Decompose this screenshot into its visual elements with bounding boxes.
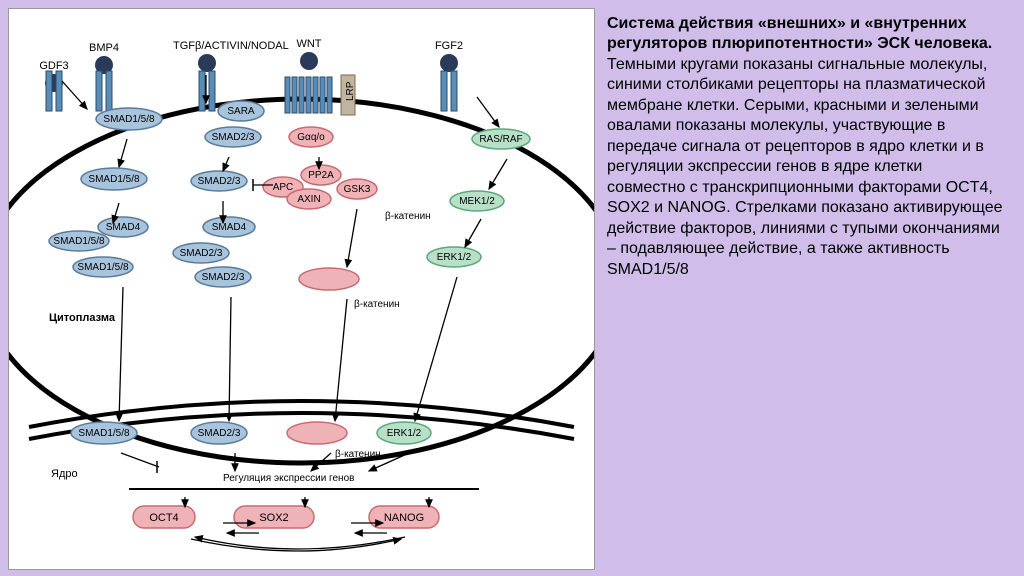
description-body: Темными кругами показаны сигнальные моле… bbox=[607, 56, 1003, 278]
wnt-receptor bbox=[299, 77, 304, 113]
mol-green-0-label: RAS/RAF bbox=[479, 134, 522, 145]
mol-red-3-label: AXIN bbox=[297, 194, 320, 205]
description-bold: Система действия «внешних» и «внутренних… bbox=[607, 15, 992, 52]
tf-label-2: NANOG bbox=[384, 512, 424, 524]
ligand-label-2: TGFβ/ACTIVIN/NODAL bbox=[173, 40, 289, 52]
wnt-receptor bbox=[320, 77, 325, 113]
mol-blue-1-label: SARA bbox=[227, 106, 255, 117]
tf-label-1: SOX2 bbox=[259, 512, 288, 524]
arrow-14 bbox=[415, 277, 457, 421]
mol-red-ext-6: β-катенин bbox=[335, 449, 381, 460]
mol-red-1-label: APC bbox=[273, 182, 294, 193]
mol-blue-6-label: SMAD4 bbox=[106, 222, 141, 233]
mol-blue-8-label: SMAD1/5/8 bbox=[77, 262, 129, 273]
arrow-4 bbox=[223, 157, 229, 171]
wnt-receptor bbox=[306, 77, 311, 113]
mol-blue-4-label: SMAD2/3 bbox=[198, 176, 241, 187]
ligand-label-1: BMP4 bbox=[89, 42, 119, 54]
mol-red-0-label: Gαq/o bbox=[297, 132, 325, 143]
ligand-label-3: WNT bbox=[296, 38, 321, 50]
arrow-10 bbox=[477, 97, 499, 127]
arrow-9 bbox=[465, 219, 481, 247]
mol-blue-0-label: SMAD1/5/8 bbox=[103, 114, 155, 125]
arrow-0 bbox=[62, 81, 87, 109]
wnt-receptor bbox=[292, 77, 297, 113]
mol-green-1-label: MEK1/2 bbox=[459, 196, 495, 207]
mol-red-2-label: PP2A bbox=[308, 170, 334, 181]
ligand-WNT bbox=[300, 52, 318, 70]
arrow-26 bbox=[195, 537, 405, 549]
ligand-label-4: FGF2 bbox=[435, 40, 463, 52]
receptor-2a bbox=[199, 71, 205, 111]
text-label-2: Регуляция экспрессии генов bbox=[223, 473, 354, 484]
mol-blue-5-label: SMAD1/5/8 bbox=[53, 236, 105, 247]
text-label-1: Ядро bbox=[51, 468, 78, 480]
mol-blue-7-label: SMAD4 bbox=[212, 222, 247, 233]
ligand-label-0: GDF3 bbox=[39, 60, 68, 72]
text-label-0: Цитоплазма bbox=[49, 312, 116, 324]
receptor-4b bbox=[451, 71, 457, 111]
receptor-2b bbox=[209, 71, 215, 111]
mol-red-5 bbox=[299, 268, 359, 290]
mol-blue-12-label: SMAD2/3 bbox=[198, 428, 241, 439]
mol-blue-11-label: SMAD1/5/8 bbox=[78, 428, 130, 439]
mol-green-3-label: ERK1/2 bbox=[387, 428, 422, 439]
text-label-3: β-катенин bbox=[385, 211, 431, 222]
receptor-4a bbox=[441, 71, 447, 111]
lrp-label: LRP bbox=[345, 81, 356, 101]
ligand-TGFβ/ACTIVIN/NODAL bbox=[198, 54, 216, 72]
mol-blue-10-label: SMAD2/3 bbox=[202, 272, 245, 283]
arrow-11 bbox=[119, 287, 123, 421]
wnt-receptor bbox=[327, 77, 332, 113]
description-text: Система действия «внешних» и «внутренних… bbox=[603, 0, 1024, 576]
mol-blue-3-label: SMAD1/5/8 bbox=[88, 174, 140, 185]
receptor-0a bbox=[46, 71, 52, 111]
mol-red-4-label: GSK3 bbox=[344, 184, 371, 195]
mol-red-6 bbox=[287, 422, 347, 444]
mol-red-ext-5: β-катенин bbox=[354, 299, 400, 310]
arrow-1 bbox=[119, 139, 127, 167]
receptor-1a bbox=[96, 71, 102, 111]
arrow-7 bbox=[347, 209, 357, 267]
wnt-receptor bbox=[313, 77, 318, 113]
wnt-receptor bbox=[285, 77, 290, 113]
receptor-1b bbox=[106, 71, 112, 111]
mol-blue-2-label: SMAD2/3 bbox=[212, 132, 255, 143]
pathway-diagram: GDF3 BMP4 TGFβ/ACTIVIN/NODAL WNT LRP FGF2 SMAD… bbox=[8, 8, 595, 570]
ligand-FGF2 bbox=[440, 54, 458, 72]
inhibitor-0 bbox=[121, 453, 159, 467]
tf-label-0: OCT4 bbox=[149, 512, 178, 524]
mol-green-2-label: ERK1/2 bbox=[437, 252, 472, 263]
receptor-0b bbox=[56, 71, 62, 111]
mol-blue-9-label: SMAD2/3 bbox=[180, 248, 223, 259]
arrow-8 bbox=[489, 159, 507, 189]
